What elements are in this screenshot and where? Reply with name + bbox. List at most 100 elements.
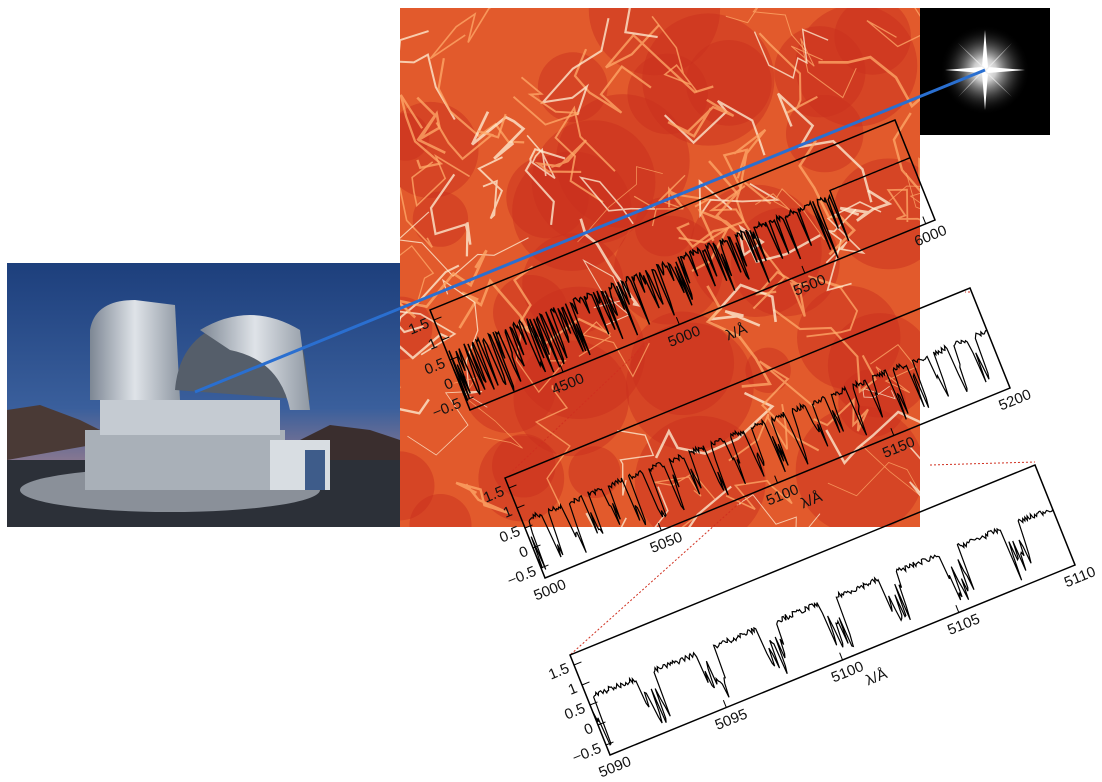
y-tick: [524, 524, 533, 529]
filament: [400, 249, 488, 319]
y-tick-label: 1: [566, 681, 580, 699]
y-tick: [457, 376, 466, 381]
x-tick: [890, 428, 895, 436]
x-tick: [1006, 380, 1011, 389]
filament: [888, 172, 920, 210]
x-tick: [839, 652, 844, 661]
x-tick: [955, 605, 960, 613]
filament: [753, 28, 829, 79]
filament: [512, 265, 611, 345]
x-axis-label: λ/Å: [863, 665, 889, 689]
filament: [400, 332, 449, 360]
filament: [866, 8, 920, 48]
filament: [579, 218, 641, 307]
spectrum: [528, 329, 990, 570]
filament: [534, 139, 588, 174]
filament: [435, 113, 507, 161]
spectrum: [448, 157, 911, 402]
filament: [605, 24, 714, 94]
filament: [400, 211, 529, 277]
filament: [524, 148, 566, 226]
y-tick: [433, 316, 442, 321]
void: [568, 446, 621, 499]
filament: [620, 486, 669, 527]
filament: [400, 245, 435, 311]
zoom-connector: [504, 339, 651, 479]
void: [412, 191, 469, 247]
y-tick-label: 0: [517, 544, 531, 562]
filament: [806, 275, 859, 338]
filament: [534, 385, 571, 507]
filament: [892, 112, 920, 193]
filament: [736, 494, 821, 527]
x-tick-label: 5000: [532, 577, 569, 604]
filament: [725, 479, 793, 511]
filament: [818, 55, 920, 109]
filament: [400, 310, 457, 356]
y-tick-label: −0.5: [570, 741, 603, 767]
filament: [705, 285, 772, 388]
filament: [429, 8, 492, 60]
y-tick: [465, 396, 474, 401]
filament: [411, 154, 471, 208]
y-tick-label: 0.5: [562, 701, 587, 724]
filament: [512, 76, 580, 126]
filament: [617, 429, 655, 496]
y-tick: [441, 336, 450, 341]
filament: [825, 201, 882, 264]
filament: [554, 105, 616, 203]
spectrum: [592, 508, 1054, 746]
x-axis-label: λ/Å: [723, 320, 749, 344]
x-tick: [541, 570, 546, 579]
filament: [654, 391, 775, 459]
x-tick: [774, 475, 779, 484]
filament: [827, 444, 920, 497]
x-tick: [675, 317, 680, 325]
x-tick: [657, 523, 662, 531]
filament: [455, 481, 510, 515]
filament: [470, 111, 526, 160]
filament: [839, 189, 893, 222]
filament: [798, 139, 857, 256]
x-tick: [559, 364, 564, 373]
cosmic-web-image: [400, 8, 920, 527]
filament: [651, 15, 698, 93]
filament: [477, 156, 504, 220]
y-tick: [508, 484, 517, 489]
y-tick-label: 0: [582, 721, 596, 739]
filament: [526, 134, 556, 179]
filament: [400, 187, 433, 248]
void: [838, 369, 906, 437]
void: [795, 405, 920, 527]
filament: [573, 48, 652, 114]
x-tick: [922, 216, 927, 224]
filament: [578, 176, 656, 225]
y-tick-label: 1.5: [546, 661, 571, 684]
void: [731, 207, 840, 317]
void: [493, 275, 569, 351]
filament: [429, 173, 472, 257]
x-tick: [1071, 557, 1076, 566]
y-tick: [589, 701, 598, 706]
filament: [453, 377, 523, 449]
filament: [624, 8, 658, 39]
filament: [400, 94, 444, 170]
zoom-connector: [929, 461, 1036, 466]
filament: [738, 224, 821, 264]
void: [492, 434, 556, 498]
y-tick: [597, 721, 606, 726]
filament: [772, 308, 877, 394]
filament: [698, 179, 781, 219]
sightline: [194, 68, 986, 394]
y-tick: [532, 544, 541, 549]
y-tick: [540, 564, 549, 569]
filament: [813, 397, 869, 432]
filament: [400, 30, 456, 121]
filament: [437, 57, 525, 144]
y-tick: [449, 356, 458, 361]
filament: [458, 278, 530, 332]
filament: [400, 264, 460, 334]
